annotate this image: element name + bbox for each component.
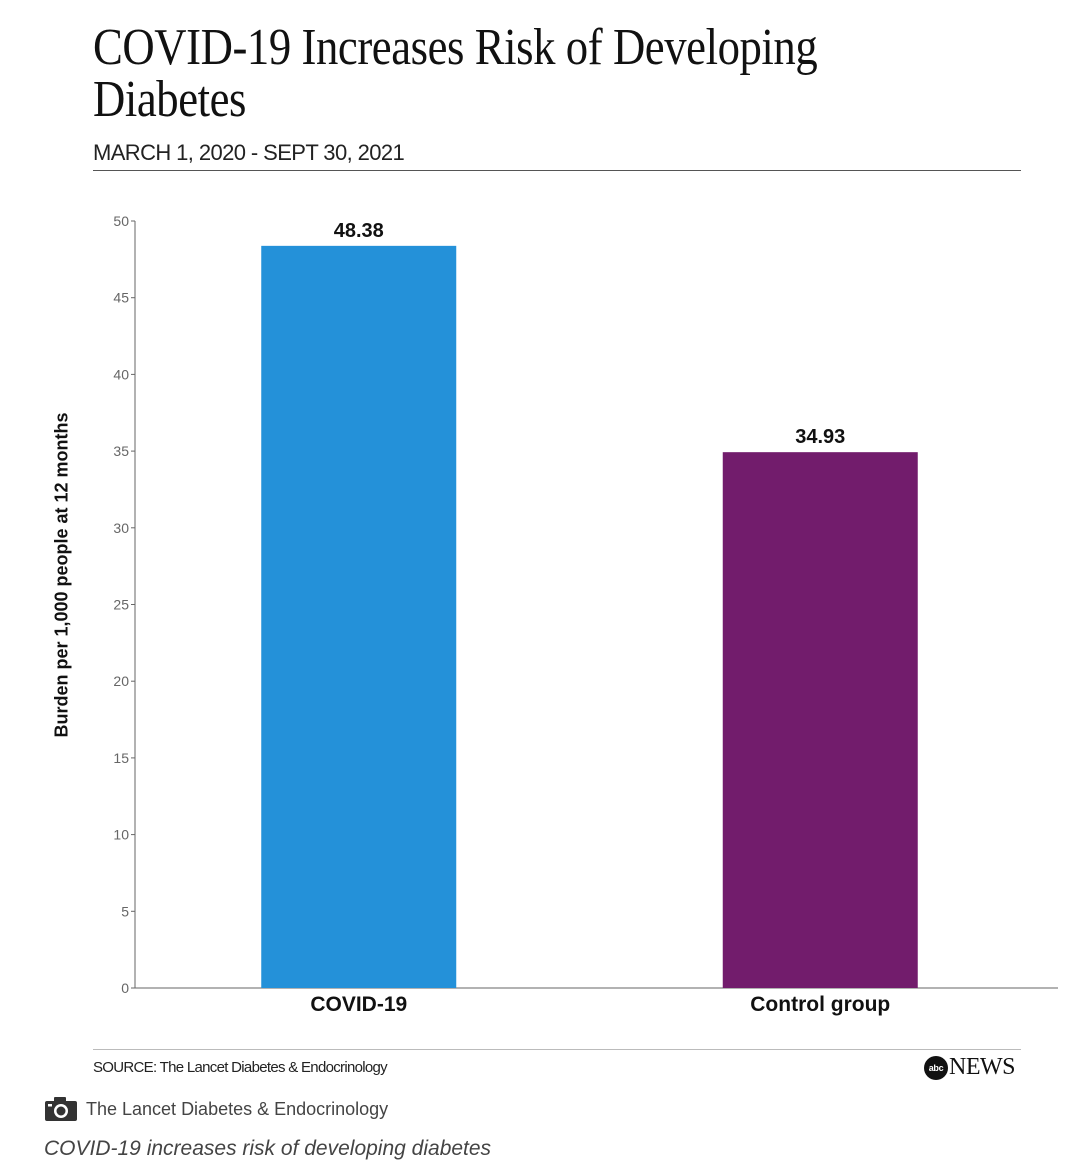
image-caption: COVID-19 increases risk of developing di… [44, 1137, 492, 1160]
y-tick-label: 25 [113, 597, 129, 613]
bar [261, 245, 457, 988]
y-tick-label: 35 [113, 443, 129, 459]
bar [722, 452, 918, 988]
footer-divider [93, 1049, 1021, 1050]
source-note: SOURCE: The Lancet Diabetes & Endocrinol… [93, 1059, 388, 1076]
credit-text: The Lancet Diabetes & Endocrinology [86, 1098, 389, 1119]
header-divider [93, 170, 1021, 171]
data-label: 34.93 [795, 426, 845, 448]
y-tick-label: 5 [121, 903, 129, 919]
camera-icon [45, 1097, 77, 1121]
data-label: 48.38 [334, 220, 384, 242]
y-tick-label: 30 [113, 520, 129, 536]
abc-news-logo: abc NEWS [924, 1054, 1016, 1081]
logo-disc: abc [924, 1055, 948, 1080]
x-tick-label: Control group [750, 993, 890, 1016]
y-tick-label: 40 [113, 366, 129, 382]
y-tick-label: 15 [113, 750, 129, 766]
y-tick-label: 20 [113, 673, 129, 689]
photo-credit: The Lancet Diabetes & Endocrinology [44, 1096, 388, 1122]
chart-subtitle: MARCH 1, 2020 - SEPT 30, 2021 [93, 140, 405, 165]
logo-wordmark: NEWS [949, 1054, 1016, 1080]
y-tick-label: 45 [113, 290, 129, 306]
chart-title: COVID-19 Increases Risk of Developing Di… [93, 19, 818, 128]
x-tick-label: COVID-19 [310, 993, 407, 1016]
y-axis-label: Burden per 1,000 people at 12 months [51, 412, 72, 738]
y-tick-label: 50 [113, 213, 129, 229]
y-tick-label: 10 [113, 827, 129, 843]
bar-chart: 0 5 10 15 20 25 30 35 40 45 50 48.38 COVID-19 34.93 Co… [113, 213, 1058, 1016]
y-tick-label: 0 [121, 980, 129, 996]
